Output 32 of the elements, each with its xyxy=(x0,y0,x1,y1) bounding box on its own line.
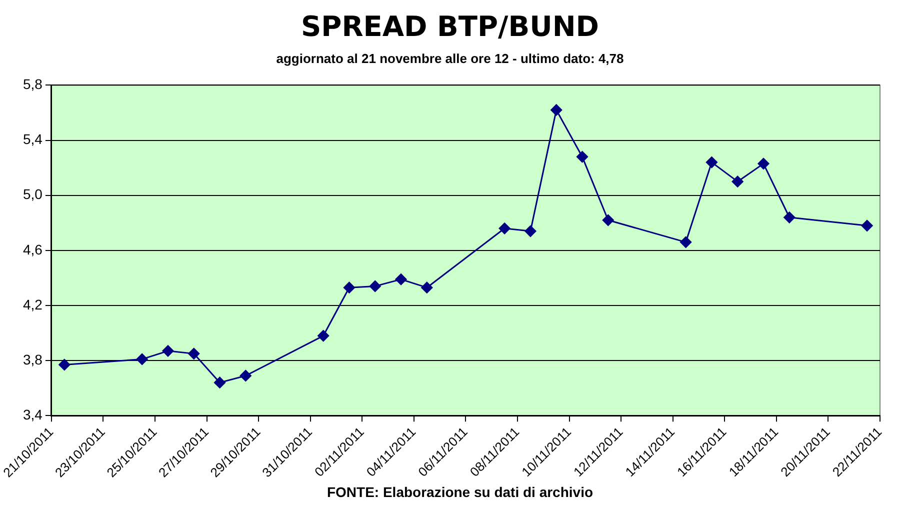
y-tick-label: 3,8 xyxy=(22,351,43,368)
y-tick-label: 3,4 xyxy=(22,406,43,423)
point xyxy=(524,225,536,237)
point xyxy=(680,236,692,248)
source-note: FONTE: Elaborazione su dati di archivio xyxy=(326,484,594,500)
y-tick-label: 5,4 xyxy=(22,131,43,148)
chart-subtitle: aggiornato al 21 novembre alle ore 12 - ultimo dato: 4,78 xyxy=(276,50,624,66)
point xyxy=(214,376,226,388)
point xyxy=(706,156,718,168)
point xyxy=(758,158,770,170)
y-tick-label: 4,2 xyxy=(22,296,43,312)
point xyxy=(369,280,381,292)
point xyxy=(602,214,614,226)
point xyxy=(240,370,252,382)
point xyxy=(550,104,562,116)
point xyxy=(861,220,873,232)
point xyxy=(188,348,200,360)
y-tick-label: 5,8 xyxy=(22,76,43,92)
point xyxy=(162,345,174,357)
point xyxy=(498,222,510,234)
point xyxy=(58,358,70,370)
point xyxy=(732,176,744,188)
point xyxy=(421,282,433,294)
point xyxy=(784,212,796,224)
point xyxy=(318,330,330,342)
y-tick-label: 4,6 xyxy=(22,241,43,258)
point xyxy=(576,151,588,163)
point xyxy=(343,282,355,294)
point xyxy=(395,274,407,286)
y-tick-label: 5,0 xyxy=(22,186,43,202)
point xyxy=(136,353,148,365)
chart-title: SPREAD BTP/BUND xyxy=(301,10,599,44)
